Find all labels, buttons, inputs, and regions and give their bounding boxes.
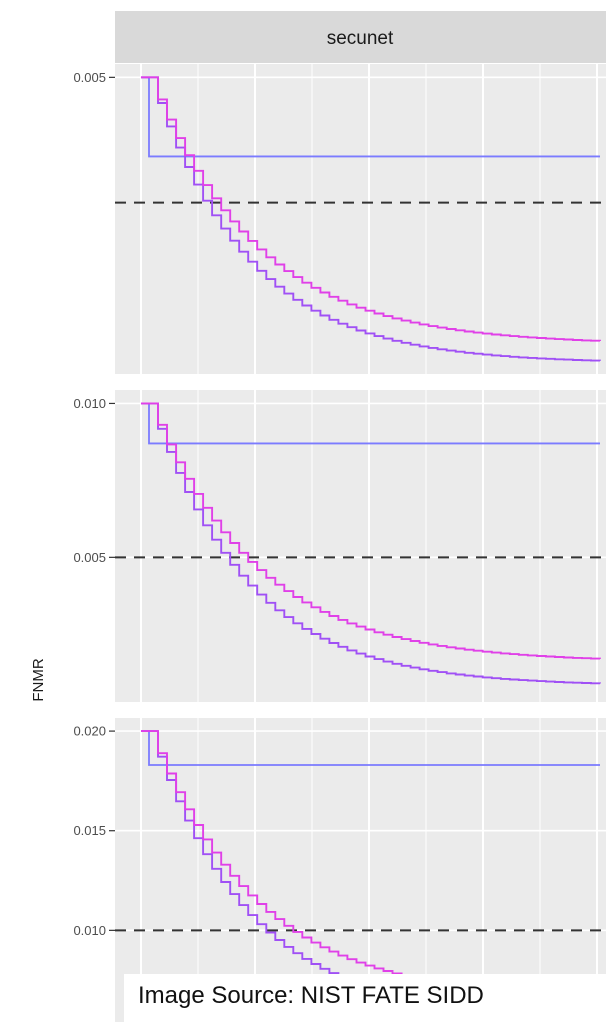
y-axis-label: FNMR: [30, 658, 47, 701]
image-source-label: Image Source: NIST FATE SIDD: [138, 982, 484, 1009]
panel-background-3: [115, 718, 606, 1022]
purple-series-line: [141, 76, 601, 362]
y-tick-label: 0.005: [73, 70, 106, 85]
panel-background-1: [115, 64, 606, 374]
y-tick-label: 0.020: [73, 724, 106, 739]
magenta-series-line: [141, 76, 601, 342]
image-source-box: Image Source: NIST FATE SIDD: [124, 974, 606, 1022]
panels-layer: 0.005 0.005 0.010 0.010 0.015 0.020: [73, 64, 606, 1022]
y-tick-label: 0.010: [73, 396, 106, 411]
magenta-series-line: [141, 402, 601, 660]
y-tick-label: 0.010: [73, 923, 106, 938]
strip-title: secunet: [327, 28, 394, 49]
purple-series-line: [141, 402, 601, 685]
y-tick-label: 0.015: [73, 823, 106, 838]
strip-background: [115, 11, 606, 63]
y-tick-label: 0.005: [73, 550, 106, 565]
panel-background-2: [115, 390, 606, 702]
